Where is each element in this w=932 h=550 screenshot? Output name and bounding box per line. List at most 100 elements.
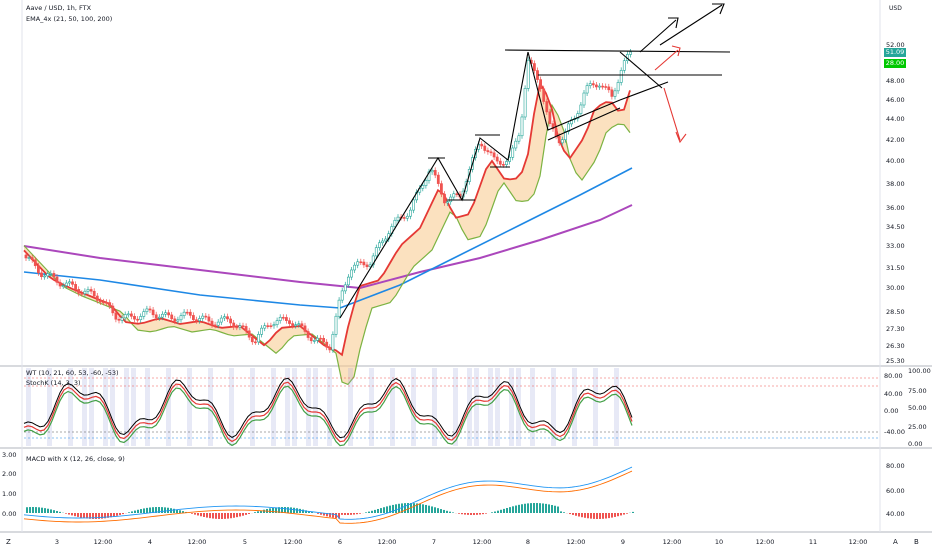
macd-bar (119, 513, 121, 515)
currency-badge[interactable]: USD (889, 5, 902, 12)
candle (27, 257, 31, 259)
macd-bar (473, 513, 475, 515)
macd-bar (554, 505, 556, 513)
candle (161, 313, 164, 318)
candle (362, 261, 366, 266)
macd-bar (374, 509, 376, 513)
macd-bar (620, 513, 622, 516)
wt-band (509, 368, 514, 446)
channel-line (547, 107, 621, 141)
macd-bar (626, 513, 628, 514)
time-tick: 12:00 (755, 538, 775, 546)
pattern-line (527, 51, 621, 131)
candle (381, 240, 384, 244)
candle (498, 160, 502, 165)
candle (449, 196, 453, 203)
candle (114, 312, 118, 320)
macd-bar (236, 513, 238, 518)
candle (185, 311, 189, 314)
timezone-button[interactable]: Z (6, 538, 11, 546)
macd-bar (572, 513, 574, 515)
candle (591, 83, 595, 86)
candle (170, 314, 174, 320)
candle (315, 337, 319, 341)
macd-bar (341, 513, 343, 515)
candle (83, 290, 87, 294)
candle (145, 308, 149, 312)
candle (359, 261, 363, 264)
macd-bar (176, 509, 178, 513)
macd-bar (503, 508, 505, 513)
time-tick: 6 (337, 538, 343, 546)
macd-bar (521, 504, 523, 513)
macd-left-tick: 0.00 (2, 510, 17, 518)
candle (288, 320, 291, 324)
log-scale-button[interactable]: B (914, 538, 919, 546)
symbol-legend[interactable]: Aave / USD, 1h, FTX (26, 4, 92, 12)
candle (424, 180, 428, 186)
macd-bar (467, 513, 469, 515)
macd-bar (32, 507, 34, 513)
macd-bar (578, 513, 580, 517)
candle (539, 79, 543, 90)
macd-bar (134, 510, 136, 513)
candle (219, 317, 223, 323)
candle (269, 325, 273, 328)
candle (560, 139, 564, 144)
macd-bar (212, 513, 214, 519)
macd-bar (470, 513, 472, 515)
candle (33, 259, 37, 267)
wt-band (250, 368, 255, 446)
macd-bar (281, 507, 283, 513)
candle (216, 321, 220, 326)
macd-bar (548, 504, 550, 513)
wt-band (124, 368, 129, 446)
macd-bar (65, 513, 67, 514)
candle (554, 128, 558, 137)
wt-legend[interactable]: WT (10, 21, 60, 53, -60, -53) (26, 369, 119, 377)
stoch-tick: 75.00 (908, 387, 927, 395)
macd-bar (149, 507, 151, 513)
auto-scale-button[interactable]: A (893, 538, 898, 546)
candle (396, 216, 400, 221)
macd-bar (446, 510, 448, 513)
macd-bar (323, 513, 325, 516)
candle (157, 316, 161, 319)
ema-legend[interactable]: EMA_4x (21, 50, 100, 200) (26, 15, 113, 23)
macd-bar (152, 507, 154, 513)
candle (111, 305, 115, 314)
macd-bar (368, 511, 370, 513)
candle (241, 325, 245, 328)
macd-bar (332, 513, 334, 518)
candle (601, 85, 605, 88)
macd-bar (110, 513, 112, 518)
candle (526, 59, 530, 89)
price-tick: 25.30 (886, 357, 905, 365)
macd-bar (416, 503, 418, 513)
macd-legend[interactable]: MACD with X (12, 26, close, 9) (26, 455, 125, 463)
trend-drawings[interactable] (339, 3, 731, 319)
candle (232, 322, 236, 328)
candle (275, 320, 279, 325)
macd-bar (35, 507, 37, 513)
candle (340, 290, 344, 301)
macd-bar (158, 507, 160, 513)
macd-bar (278, 507, 280, 513)
macd-bar (338, 513, 340, 519)
macd-bar (302, 509, 304, 513)
candle (43, 275, 47, 278)
candle (30, 257, 34, 261)
macd-bar (299, 508, 301, 513)
candle (130, 313, 133, 317)
stoch-legend[interactable]: StochK (14, 3, 3) (26, 379, 81, 387)
macd-bar (233, 513, 235, 518)
price-tick: 28.50 (886, 308, 905, 316)
macd-bar (71, 513, 73, 516)
macd-bar (482, 513, 484, 515)
macd-bar (89, 513, 91, 519)
candle (40, 272, 43, 278)
candle (501, 164, 505, 166)
macd-bar (308, 511, 310, 513)
time-tick: 12:00 (662, 538, 682, 546)
